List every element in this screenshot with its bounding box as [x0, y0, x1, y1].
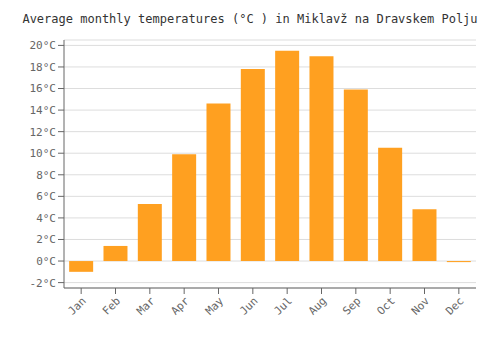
svg-text:18°C: 18°C — [30, 61, 57, 74]
svg-text:8°C: 8°C — [36, 169, 56, 182]
svg-text:Mar: Mar — [134, 294, 158, 318]
svg-text:16°C: 16°C — [30, 82, 57, 95]
svg-text:10°C: 10°C — [30, 147, 57, 160]
svg-text:Jul: Jul — [272, 294, 295, 317]
svg-text:-2°C: -2°C — [30, 277, 57, 290]
svg-text:Dec: Dec — [443, 294, 466, 317]
svg-text:Nov: Nov — [409, 294, 433, 318]
svg-text:0°C: 0°C — [36, 255, 56, 268]
svg-text:14°C: 14°C — [30, 104, 57, 117]
svg-text:Apr: Apr — [169, 294, 193, 318]
html-text:Average monthly temperatures (: Average monthly temperatures (°C ) in Mi… — [22, 12, 478, 26]
svg-text:20°C: 20°C — [30, 39, 57, 52]
svg-text:12°C: 12°C — [30, 126, 57, 139]
svg-text:4°C: 4°C — [36, 212, 56, 225]
svg-text:6°C: 6°C — [36, 190, 56, 203]
svg-text:May: May — [203, 294, 227, 318]
svg-text:Sep: Sep — [340, 294, 363, 317]
svg-text:Jun: Jun — [237, 294, 260, 317]
svg-text:Jan: Jan — [66, 294, 89, 317]
svg-text:Aug: Aug — [306, 294, 329, 317]
svg-text:Oct: Oct — [375, 294, 398, 317]
svg-text:Feb: Feb — [100, 294, 123, 317]
svg-text:2°C: 2°C — [36, 233, 56, 246]
